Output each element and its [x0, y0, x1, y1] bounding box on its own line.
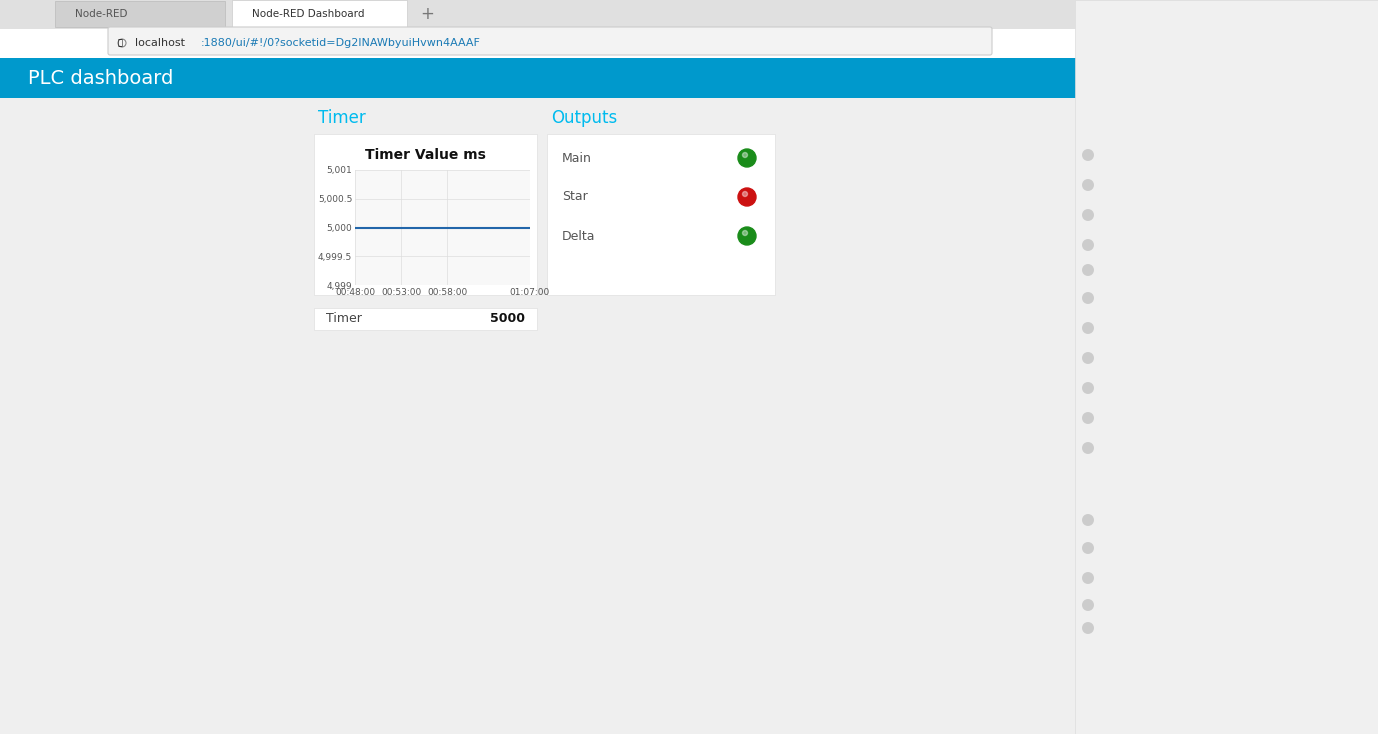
FancyBboxPatch shape: [1075, 0, 1378, 734]
FancyBboxPatch shape: [55, 1, 225, 27]
FancyBboxPatch shape: [0, 29, 1378, 58]
Text: Timer Value ms: Timer Value ms: [365, 148, 486, 162]
Text: Outputs: Outputs: [551, 109, 617, 127]
Circle shape: [1082, 412, 1094, 424]
Circle shape: [1082, 209, 1094, 221]
FancyBboxPatch shape: [314, 134, 537, 295]
Text: Timer: Timer: [318, 109, 365, 127]
FancyBboxPatch shape: [232, 0, 407, 28]
Text: Star: Star: [562, 191, 588, 203]
Circle shape: [1082, 149, 1094, 161]
Circle shape: [1082, 292, 1094, 304]
Text: Timer: Timer: [327, 313, 362, 325]
Circle shape: [739, 227, 757, 245]
Circle shape: [1082, 179, 1094, 191]
Text: PLC dashboard: PLC dashboard: [28, 68, 174, 87]
FancyBboxPatch shape: [0, 58, 1378, 98]
Circle shape: [743, 153, 747, 158]
Circle shape: [739, 149, 757, 167]
FancyBboxPatch shape: [547, 134, 774, 295]
FancyBboxPatch shape: [314, 308, 537, 330]
Circle shape: [743, 230, 747, 236]
Circle shape: [1082, 322, 1094, 334]
Circle shape: [1082, 622, 1094, 634]
FancyBboxPatch shape: [0, 0, 1378, 29]
Text: Main: Main: [562, 151, 593, 164]
Circle shape: [1082, 572, 1094, 584]
FancyBboxPatch shape: [0, 98, 1378, 734]
Circle shape: [1082, 599, 1094, 611]
Circle shape: [1082, 382, 1094, 394]
Text: Delta: Delta: [562, 230, 595, 242]
Text: +: +: [420, 5, 434, 23]
Text: 🔒: 🔒: [119, 38, 123, 48]
Circle shape: [1082, 264, 1094, 276]
Text: 5000: 5000: [491, 313, 525, 325]
Circle shape: [1082, 542, 1094, 554]
Text: :1880/ui/#!/0?socketid=Dg2lNAWbyuiHvwn4AAAF: :1880/ui/#!/0?socketid=Dg2lNAWbyuiHvwn4A…: [201, 38, 481, 48]
Text: Node-RED Dashboard: Node-RED Dashboard: [252, 9, 365, 19]
Text: localhost: localhost: [135, 38, 185, 48]
Circle shape: [1082, 352, 1094, 364]
Circle shape: [743, 192, 747, 197]
Circle shape: [739, 188, 757, 206]
Circle shape: [1082, 442, 1094, 454]
FancyBboxPatch shape: [107, 27, 992, 55]
Text: Node-RED: Node-RED: [74, 9, 128, 19]
Circle shape: [1082, 239, 1094, 251]
Circle shape: [1082, 514, 1094, 526]
